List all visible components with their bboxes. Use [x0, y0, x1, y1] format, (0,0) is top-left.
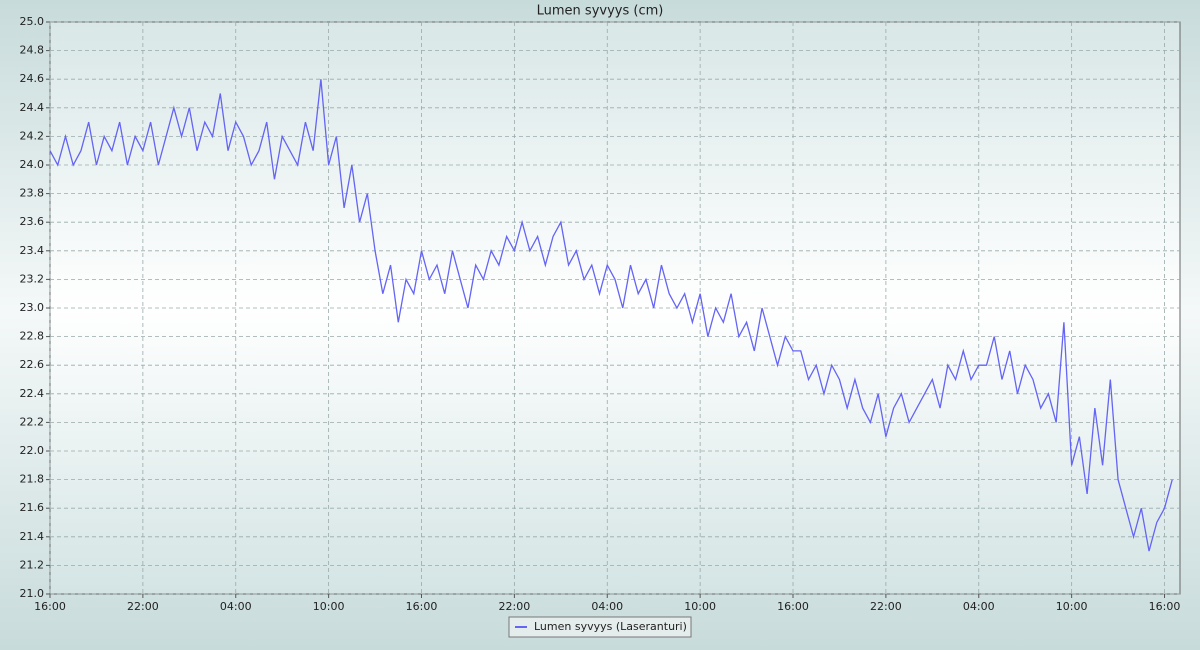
x-tick-label: 04:00: [220, 600, 252, 613]
y-tick-label: 22.0: [20, 444, 45, 457]
x-tick-label: 10:00: [1056, 600, 1088, 613]
x-tick-label: 22:00: [499, 600, 531, 613]
y-tick-label: 22.2: [20, 415, 45, 428]
legend: [508, 616, 692, 638]
y-tick-label: 21.4: [20, 530, 45, 543]
y-tick-label: 23.6: [20, 215, 45, 228]
y-tick-label: 21.8: [20, 473, 45, 486]
y-tick-label: 21.6: [20, 501, 45, 514]
legend-box: [508, 616, 692, 638]
y-tick-label: 23.4: [20, 244, 45, 257]
y-tick-label: 22.6: [20, 358, 45, 371]
y-tick-label: 24.2: [20, 129, 45, 142]
x-tick-label: 16:00: [34, 600, 66, 613]
y-tick-label: 24.0: [20, 158, 45, 171]
y-tick-label: 23.8: [20, 187, 45, 200]
x-tick-label: 16:00: [777, 600, 809, 613]
x-tick-label: 10:00: [684, 600, 716, 613]
data-line: [49, 79, 1173, 552]
y-tick-label: 23.2: [20, 272, 45, 285]
y-tick-label: 21.2: [20, 558, 45, 571]
y-tick-label: 22.8: [20, 330, 45, 343]
y-tick-label: 21.0: [20, 587, 45, 600]
x-tick-label: 16:00: [1149, 600, 1181, 613]
x-tick-label: 04:00: [963, 600, 995, 613]
x-tick-label: 22:00: [127, 600, 159, 613]
x-tick-label: 16:00: [406, 600, 438, 613]
legend-label: Lumen syvyys (Laseranturi): [534, 620, 687, 633]
x-tick-label: 10:00: [313, 600, 345, 613]
y-tick-label: 24.6: [20, 72, 45, 85]
y-tick-label: 25.0: [20, 15, 45, 28]
chart-title: Lumen syvyys (cm): [537, 4, 664, 19]
y-tick-label: 23.0: [20, 301, 45, 314]
x-tick-label: 22:00: [870, 600, 902, 613]
y-tick-label: 24.8: [20, 44, 45, 57]
x-tick-label: 04:00: [591, 600, 623, 613]
y-tick-label: 22.4: [20, 387, 45, 400]
y-tick-label: 24.4: [20, 101, 45, 114]
